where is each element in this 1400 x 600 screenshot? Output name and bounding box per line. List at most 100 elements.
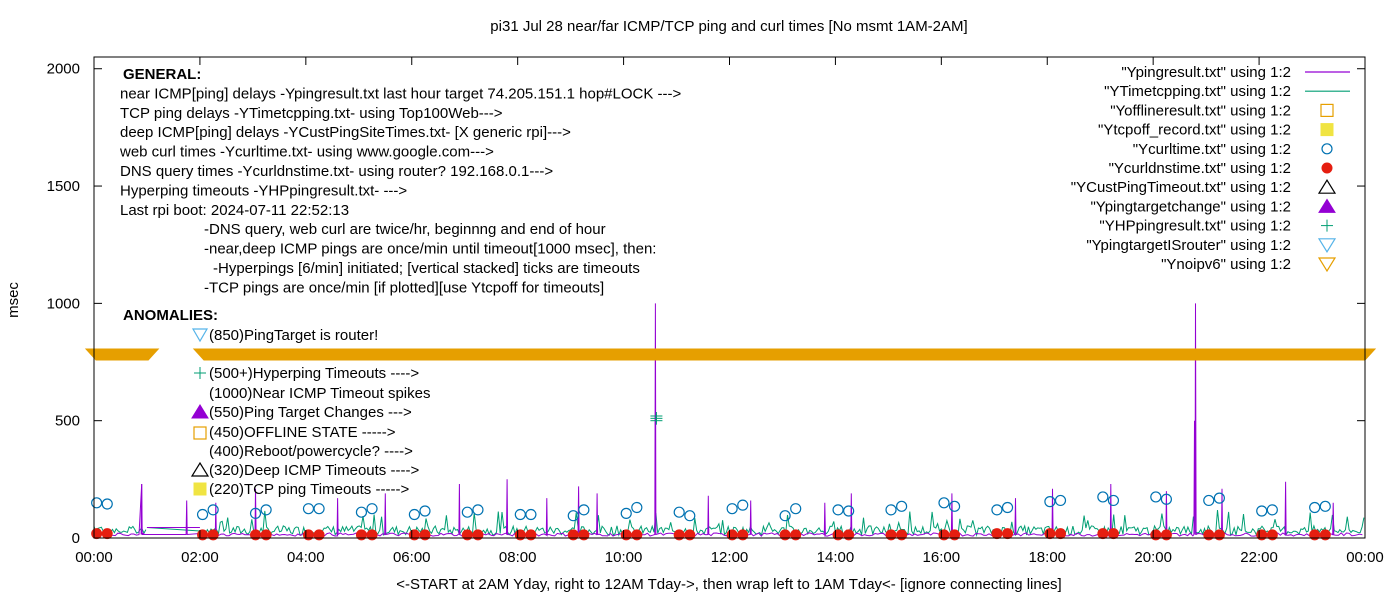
triangle-filled-icon bbox=[192, 405, 208, 418]
general-note: near ICMP[ping] delays -Ypingresult.txt … bbox=[120, 85, 682, 102]
x-tick-label: 12:00 bbox=[711, 549, 749, 566]
curl-point bbox=[886, 505, 896, 515]
curl-point bbox=[727, 504, 737, 514]
curl-point bbox=[314, 504, 324, 514]
x-tick-label: 20:00 bbox=[1134, 549, 1172, 566]
curl-point bbox=[515, 510, 525, 520]
x-tick-label: 08:00 bbox=[499, 549, 537, 566]
y-tick-label: 500 bbox=[55, 413, 80, 430]
curl-point bbox=[462, 507, 472, 517]
legend-entry: "Ynoipv6" using 1:2 bbox=[1161, 256, 1291, 273]
legend-entry: "Ypingtargetchange" using 1:2 bbox=[1090, 198, 1291, 215]
curl-point bbox=[950, 501, 960, 511]
x-axis-label: <-START at 2AM Yday, right to 12AM Tday-… bbox=[396, 576, 1061, 593]
curl-point bbox=[791, 504, 801, 514]
curl-point bbox=[897, 501, 907, 511]
curl-point bbox=[844, 506, 854, 516]
curl-point bbox=[1098, 492, 1108, 502]
legend: "Ypingresult.txt" using 1:2 "YTimetcpping… bbox=[1071, 64, 1350, 273]
dns-point bbox=[102, 529, 112, 539]
curl-point bbox=[992, 505, 1002, 515]
legend-entry: "Ytcpoff_record.txt" using 1:2 bbox=[1098, 122, 1291, 139]
dns-point bbox=[1108, 529, 1118, 539]
curl-point bbox=[1003, 502, 1013, 512]
general-note: TCP ping delays -YTimetcpping.txt- using… bbox=[120, 105, 503, 122]
curl-point bbox=[1320, 501, 1330, 511]
anomaly-note: (450)OFFLINE STATE -----> bbox=[209, 424, 396, 441]
curl-point bbox=[939, 498, 949, 508]
legend-triangle-open-icon bbox=[1319, 180, 1335, 193]
anomaly-note: (850)PingTarget is router! bbox=[209, 327, 378, 344]
legend-entry: "YHPpingresult.txt" using 1:2 bbox=[1099, 218, 1291, 235]
curl-point bbox=[208, 505, 218, 515]
x-tick-label: 00:00 bbox=[75, 549, 113, 566]
noipv6-band-segment bbox=[86, 349, 158, 360]
curl-point bbox=[420, 506, 430, 516]
chart-title: pi31 Jul 28 near/far ICMP/TCP ping and c… bbox=[490, 18, 967, 35]
curl-point bbox=[1151, 492, 1161, 502]
legend-entry: "YTimetcpping.txt" using 1:2 bbox=[1104, 83, 1291, 100]
anomaly-note: (1000)Near ICMP Timeout spikes bbox=[209, 385, 430, 402]
triangle-down-icon bbox=[193, 329, 207, 341]
dns-point bbox=[1055, 529, 1065, 539]
curl-point bbox=[780, 511, 790, 521]
general-note: web curl times -Ycurltime.txt- using www… bbox=[119, 144, 494, 161]
legend-entry: "Ycurldnstime.txt" using 1:2 bbox=[1109, 160, 1291, 177]
x-tick-label: 04:00 bbox=[287, 549, 325, 566]
y-axis-label: msec bbox=[5, 282, 22, 318]
curl-point bbox=[261, 505, 271, 515]
curl-point bbox=[356, 507, 366, 517]
curl-point bbox=[1204, 495, 1214, 505]
general-note: Hyperping timeouts -YHPpingresult.txt- -… bbox=[120, 182, 407, 199]
square-filled-icon bbox=[194, 483, 206, 495]
dns-point bbox=[1045, 529, 1055, 539]
curl-point bbox=[579, 505, 589, 515]
curl-point bbox=[738, 500, 748, 510]
anomalies-heading: ANOMALIES: bbox=[123, 307, 218, 324]
curl-point bbox=[1108, 495, 1118, 505]
square-open-icon bbox=[194, 427, 206, 439]
curl-point bbox=[303, 504, 313, 514]
y-tick-label: 1500 bbox=[47, 178, 80, 195]
hyperping-timeout-series bbox=[650, 412, 662, 425]
x-tick-label: 00:00 bbox=[1346, 549, 1384, 566]
curl-point bbox=[685, 511, 695, 521]
anomaly-note: (320)Deep ICMP Timeouts ----> bbox=[209, 462, 419, 479]
y-tick-label: 0 bbox=[72, 530, 80, 547]
dns-point bbox=[1003, 529, 1013, 539]
curl-point bbox=[198, 510, 208, 520]
dns-point bbox=[92, 529, 102, 539]
x-tick-label: 16:00 bbox=[923, 549, 961, 566]
general-note: -Hyperpings [6/min] initiated; [vertical… bbox=[213, 260, 640, 277]
anomaly-annotations: ANOMALIES:(850)PingTarget is router!(500… bbox=[123, 307, 430, 498]
x-tick-label: 10:00 bbox=[605, 549, 643, 566]
general-note: DNS query times -Ycurldnstime.txt- using… bbox=[120, 163, 553, 180]
x-tick-label: 18:00 bbox=[1028, 549, 1066, 566]
noipv6-band-segment bbox=[194, 349, 1375, 360]
legend-entry: "Ypingresult.txt" using 1:2 bbox=[1121, 64, 1291, 81]
dns-point bbox=[992, 529, 1002, 539]
noipv6-band bbox=[86, 349, 1375, 360]
legend-entry: "Ycurltime.txt" using 1:2 bbox=[1133, 141, 1291, 158]
curl-point bbox=[409, 510, 419, 520]
legend-square-filled-icon bbox=[1321, 124, 1333, 136]
curl-point bbox=[92, 498, 102, 508]
general-note: deep ICMP[ping] delays -YCustPingSiteTim… bbox=[120, 124, 571, 141]
legend-entry: "YpingtargetISrouter" using 1:2 bbox=[1086, 237, 1291, 254]
curl-point bbox=[674, 507, 684, 517]
legend-triangle-filled-icon bbox=[1319, 199, 1335, 212]
anomaly-note: (400)Reboot/powercycle? ----> bbox=[209, 443, 413, 460]
legend-triangle-down-icon bbox=[1319, 239, 1335, 252]
legend-entry: "YCustPingTimeout.txt" using 1:2 bbox=[1071, 179, 1291, 196]
curl-point bbox=[367, 504, 377, 514]
general-note: Last rpi boot: 2024-07-11 22:52:13 bbox=[120, 202, 349, 219]
curl-point bbox=[833, 505, 843, 515]
curl-point bbox=[1257, 506, 1267, 516]
x-tick-label: 02:00 bbox=[181, 549, 219, 566]
anomaly-note: (220)TCP ping Timeouts -----> bbox=[209, 481, 409, 498]
dns-point bbox=[1098, 529, 1108, 539]
curl-point bbox=[473, 505, 483, 515]
x-tick-label: 14:00 bbox=[817, 549, 855, 566]
legend-triangle-down-icon bbox=[1319, 258, 1335, 271]
